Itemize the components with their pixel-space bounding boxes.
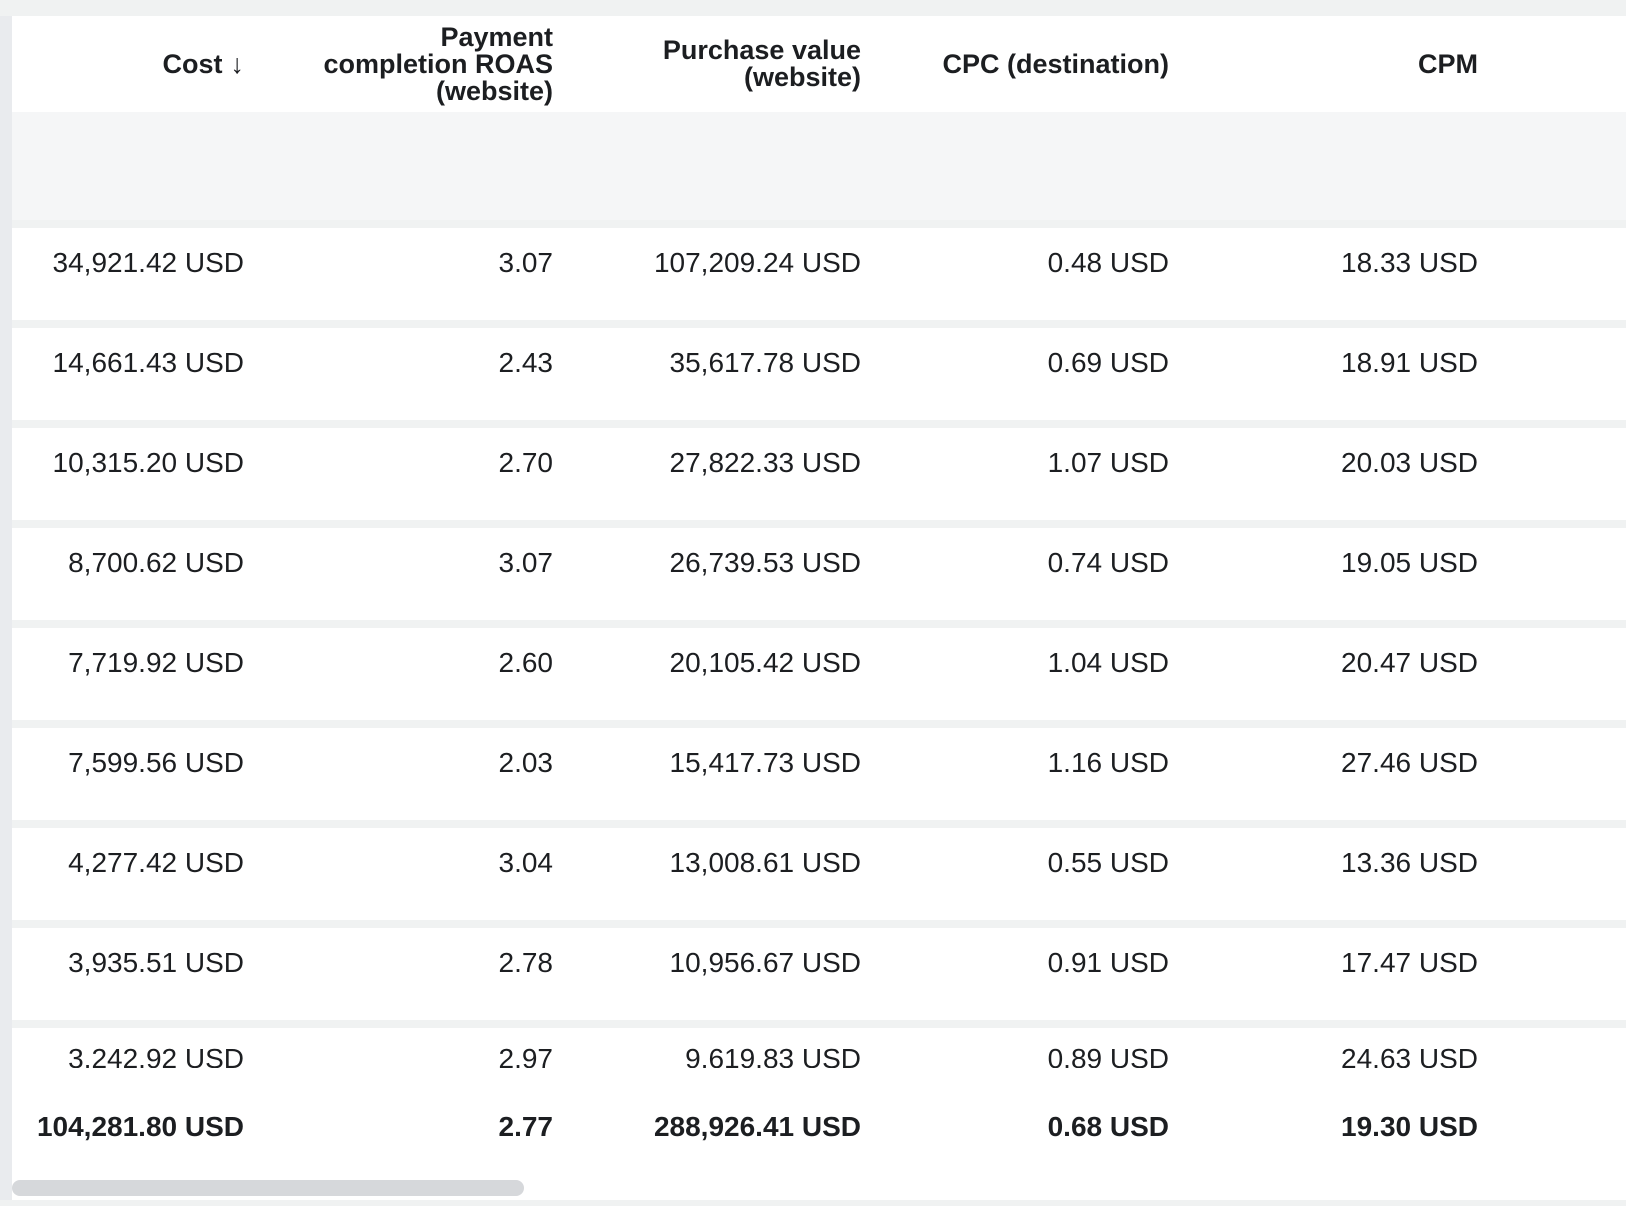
- column-header-label: Cost ↓: [162, 48, 245, 79]
- table-row[interactable]: 8,700.62 USD 3.07 26,739.53 USD 0.74 USD 19.…: [12, 520, 1626, 624]
- column-header-roas[interactable]: Payment completion ROAS (website): [273, 16, 553, 112]
- cell-roas: 3.07: [498, 247, 554, 278]
- column-header-label: Payment: [440, 21, 553, 52]
- cell-purchase-value: 26,739.53 USD: [669, 547, 861, 578]
- cell-cpm: 20.47 USD: [1341, 647, 1478, 678]
- total-cpc: 0.68 USD: [1047, 1111, 1169, 1142]
- cell-roas: 2.97: [498, 1043, 554, 1068]
- column-header-label: completion ROAS: [323, 48, 553, 79]
- cell-cpc: 1.07 USD: [1047, 447, 1169, 478]
- cell-roas: 2.43: [498, 347, 554, 378]
- total-purchase-value: 288,926.41 USD: [653, 1111, 861, 1142]
- column-header-label: CPM: [1418, 48, 1478, 79]
- cell-cpc: 0.74 USD: [1047, 547, 1169, 578]
- table-header-row: Cost ↓ Payment completion ROAS (website) Purc…: [12, 16, 1626, 112]
- table-row[interactable]: 7,719.92 USD 2.60 20,105.42 USD 1.04 USD 20.…: [12, 620, 1626, 724]
- column-header-cost[interactable]: Cost ↓: [12, 16, 245, 112]
- total-roas: 2.77: [498, 1111, 554, 1142]
- cell-cost: 3,242.92 USD: [68, 1043, 244, 1068]
- cell-cpm: 18.91 USD: [1341, 347, 1478, 378]
- horizontal-scrollbar[interactable]: [12, 1176, 1626, 1200]
- cell-cpc: 0.55 USD: [1047, 847, 1169, 878]
- table-row[interactable]: 3,935.51 USD 2.78 10,956.67 USD 0.91 USD 17.…: [12, 920, 1626, 1024]
- column-header-cpc[interactable]: CPC (destination): [889, 16, 1170, 112]
- cell-purchase-value: 9,619.83 USD: [685, 1043, 861, 1068]
- cell-cost: 4,277.42 USD: [68, 847, 244, 878]
- cell-purchase-value: 10,956.67 USD: [669, 947, 861, 978]
- cell-cost: 8,700.62 USD: [68, 547, 244, 578]
- cell-cpm: 17.47 USD: [1341, 947, 1478, 978]
- totals-row: 104,281.80 USD 2.77 288,926.41 USD 0.68 USD…: [12, 1104, 1626, 1174]
- cell-purchase-value: 13,008.61 USD: [669, 847, 861, 878]
- cell-cpc: 0.91 USD: [1047, 947, 1169, 978]
- cell-cpm: 18.33 USD: [1341, 247, 1478, 278]
- cell-purchase-value: 107,209.24 USD: [653, 247, 861, 278]
- next-column-header-clipped: [1618, 50, 1626, 78]
- cell-cpm: 19.05 USD: [1341, 547, 1478, 578]
- cell-cost: 14,661.43 USD: [52, 347, 244, 378]
- cell-roas: 2.03: [498, 747, 554, 778]
- sort-descending-icon[interactable]: ↓: [230, 48, 245, 79]
- cell-roas: 2.78: [498, 947, 554, 978]
- frozen-column-edge: [0, 16, 12, 1200]
- cell-purchase-value: 20,105.42 USD: [669, 647, 861, 678]
- total-cost: 104,281.80 USD: [36, 1111, 244, 1142]
- cell-cpc: 0.69 USD: [1047, 347, 1169, 378]
- cell-cost: 3,935.51 USD: [68, 947, 244, 978]
- table-row[interactable]: 14,661.43 USD 2.43 35,617.78 USD 0.69 USD 18…: [12, 320, 1626, 424]
- table-row[interactable]: 3,242.92 USD 2.97 9,619.83 USD 0.89 USD 24.6…: [12, 1020, 1626, 1068]
- cell-cpm: 13.36 USD: [1341, 847, 1478, 878]
- report-table: Cost ↓ Payment completion ROAS (website) Purc…: [0, 16, 1626, 1200]
- cell-cpm: 24.63 USD: [1341, 1043, 1478, 1068]
- cell-purchase-value: 15,417.73 USD: [669, 747, 861, 778]
- cell-cpm: 20.03 USD: [1341, 447, 1478, 478]
- cell-purchase-value: 27,822.33 USD: [669, 447, 861, 478]
- cell-cpm: 27.46 USD: [1341, 747, 1478, 778]
- table-row[interactable]: 7,599.56 USD 2.03 15,417.73 USD 1.16 USD 27.…: [12, 720, 1626, 824]
- cell-roas: 3.07: [498, 547, 554, 578]
- column-header-cpm[interactable]: CPM: [1198, 16, 1478, 112]
- cell-cpc: 1.04 USD: [1047, 647, 1169, 678]
- cell-cpc: 1.16 USD: [1047, 747, 1169, 778]
- table-row[interactable]: 10,315.20 USD 2.70 27,822.33 USD 1.07 USD 20…: [12, 420, 1626, 524]
- cell-cost: 7,599.56 USD: [68, 747, 244, 778]
- cell-roas: 2.70: [498, 447, 554, 478]
- cell-roas: 3.04: [498, 847, 554, 878]
- cell-cost: 10,315.20 USD: [52, 447, 244, 478]
- cell-cpc: 0.48 USD: [1047, 247, 1169, 278]
- total-cpm: 19.30 USD: [1341, 1111, 1478, 1142]
- column-header-label: (website): [435, 75, 553, 106]
- cell-cost: 7,719.92 USD: [68, 647, 244, 678]
- table-row[interactable]: 34,921.42 USD 3.07 107,209.24 USD 0.48 USD 1…: [12, 220, 1626, 324]
- group-header-band: [12, 112, 1626, 220]
- table-row[interactable]: 4,277.42 USD 3.04 13,008.61 USD 0.55 USD 13.…: [12, 820, 1626, 924]
- cell-roas: 2.60: [498, 647, 554, 678]
- cell-cost: 34,921.42 USD: [52, 247, 244, 278]
- column-header-label: Purchase value: [662, 35, 861, 65]
- cell-purchase-value: 35,617.78 USD: [669, 347, 861, 378]
- cell-cpc: 0.89 USD: [1047, 1043, 1169, 1068]
- column-header-purchase-value[interactable]: Purchase value (website): [581, 16, 861, 112]
- scrollbar-thumb[interactable]: [12, 1180, 524, 1196]
- column-header-label: CPC (destination): [942, 48, 1170, 79]
- column-header-text: Cost: [162, 48, 223, 79]
- column-header-label: (website): [743, 62, 861, 92]
